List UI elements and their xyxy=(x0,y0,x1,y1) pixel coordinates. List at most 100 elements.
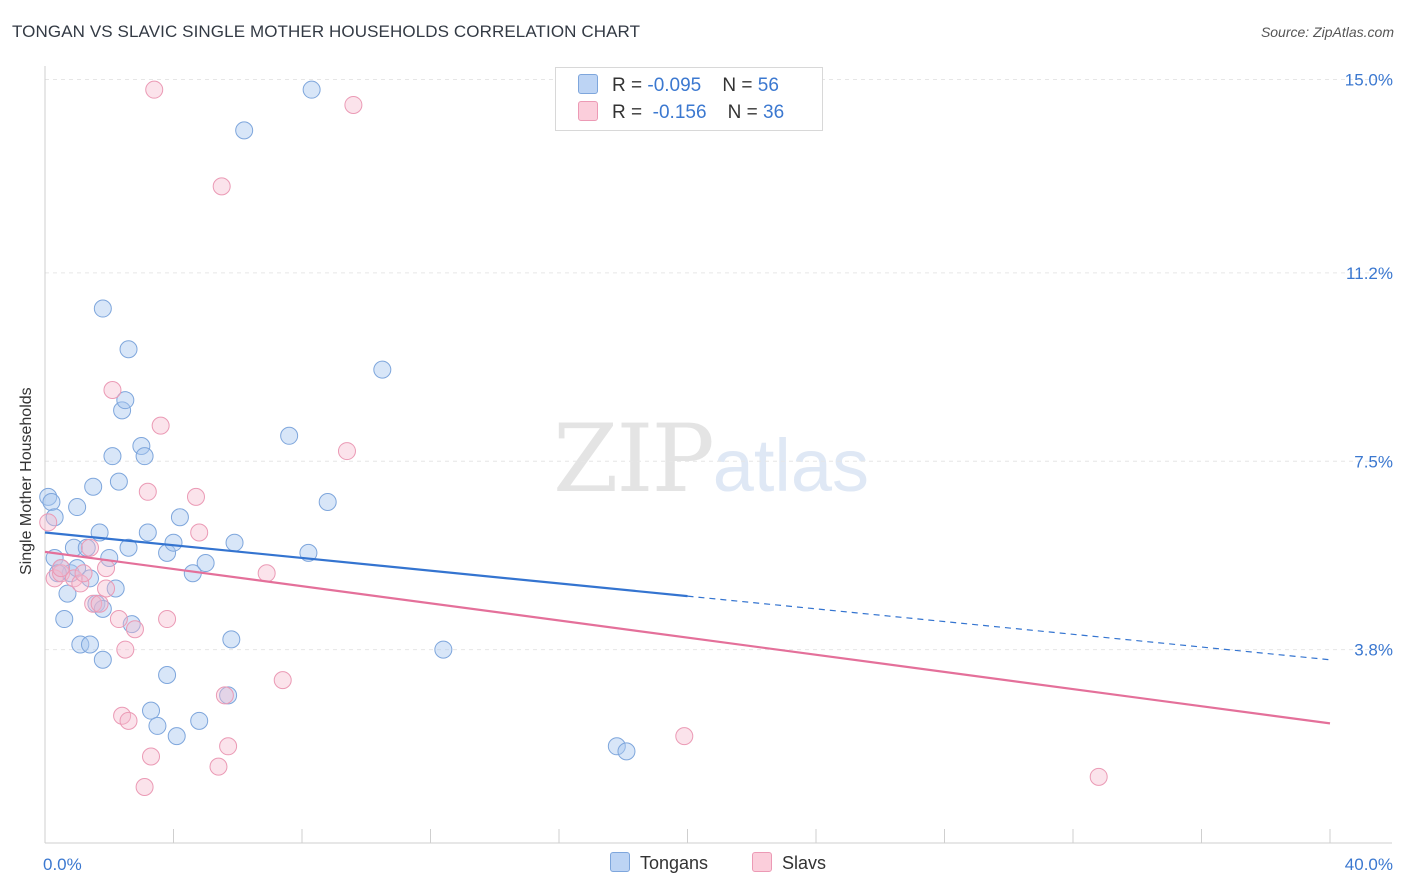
tongans-point xyxy=(235,121,254,140)
tongans-point xyxy=(42,492,61,511)
tongans-point xyxy=(373,360,392,379)
slavs-point xyxy=(71,574,90,593)
tongans-legend-swatch xyxy=(610,852,630,872)
slavs-point xyxy=(186,487,205,506)
legend-row-tongans: R = -0.095 N = 56 xyxy=(578,74,779,100)
tongans-point xyxy=(84,477,103,496)
tongans-point xyxy=(71,635,90,654)
legend-label: Slavs xyxy=(782,853,827,873)
y-tick-label: 15.0% xyxy=(1345,71,1393,90)
tongans-point xyxy=(607,737,626,756)
tongans-point xyxy=(167,727,186,746)
slavs-point xyxy=(90,594,109,613)
slavs-point xyxy=(116,640,135,659)
slavs-point xyxy=(209,757,228,776)
slavs-point xyxy=(337,442,356,461)
slavs-point xyxy=(215,686,234,705)
tongans-point xyxy=(280,426,299,445)
slavs-point xyxy=(80,538,99,557)
tongans-point xyxy=(222,630,241,649)
watermark: ZIPatlas xyxy=(553,405,869,514)
tongans-point xyxy=(68,498,87,517)
tongans-swatch xyxy=(578,74,598,94)
slavs-point xyxy=(675,727,694,746)
r-value: -0.095 xyxy=(647,75,702,96)
tongans-point xyxy=(116,391,135,410)
r-label: R = xyxy=(612,75,648,96)
trend-lines xyxy=(44,531,1331,725)
legend-row-slavs: R = -0.156 N = 36 xyxy=(578,101,784,127)
slavs-point xyxy=(74,564,93,583)
y-axis-label: Single Mother Households xyxy=(18,387,35,575)
slavs-point xyxy=(125,620,144,639)
slavs-point xyxy=(257,564,276,583)
tongans-point xyxy=(93,299,112,318)
correlation-legend: R = -0.095 N = 56 R = -0.156 N = 36 xyxy=(555,67,823,131)
tongans-point xyxy=(93,650,112,669)
source-credit: Source: ZipAtlas.com xyxy=(1260,24,1394,40)
tongans-trend-line xyxy=(44,531,688,598)
n-value: 56 xyxy=(757,75,779,96)
slavs-point xyxy=(97,579,116,598)
n-label: N = xyxy=(727,102,764,123)
slavs-legend-swatch xyxy=(752,852,772,872)
y-tick-label: 11.2% xyxy=(1346,264,1393,283)
slavs-point xyxy=(273,671,292,690)
r-label: R = xyxy=(612,102,648,123)
legend-item-slavs: Slavs xyxy=(752,852,826,874)
tongans-point xyxy=(318,492,337,511)
chart-title: TONGAN VS SLAVIC SINGLE MOTHER HOUSEHOLD… xyxy=(12,22,641,41)
slavs-point xyxy=(190,523,209,542)
tongans-point xyxy=(135,447,154,466)
tongans-point xyxy=(80,635,99,654)
tongans-point xyxy=(109,472,128,491)
r-value: -0.156 xyxy=(652,102,707,123)
tongans-point xyxy=(434,640,453,659)
tongans-point xyxy=(617,742,636,761)
tongans-point xyxy=(103,447,122,466)
slavs-point xyxy=(84,594,103,613)
tongans-point xyxy=(138,523,157,542)
tongans-point xyxy=(196,554,215,573)
tongans-point xyxy=(100,548,119,567)
slavs-trend-line xyxy=(44,550,1331,725)
tongans-trend-extension xyxy=(687,595,1331,661)
slavs-point xyxy=(138,482,157,501)
slavs-point xyxy=(109,610,128,629)
y-tick-label: 3.8% xyxy=(1354,641,1393,660)
tongans-point xyxy=(39,487,58,506)
watermark-zip: ZIP xyxy=(553,405,715,514)
axes xyxy=(44,66,1392,844)
tongans-point xyxy=(158,666,177,685)
tongans-point xyxy=(55,610,74,629)
data-points xyxy=(39,80,1108,797)
slavs-point xyxy=(52,559,71,578)
x-tick-label-min: 0.0% xyxy=(43,855,82,874)
tongans-point xyxy=(142,701,161,720)
slavs-point xyxy=(145,80,164,99)
tongans-point xyxy=(170,508,189,527)
legend-label: Tongans xyxy=(640,853,709,873)
tongans-point xyxy=(225,533,244,552)
tongans-point xyxy=(119,538,138,557)
slavs-swatch xyxy=(578,101,598,121)
slavs-point xyxy=(103,380,122,399)
tongans-point xyxy=(132,436,151,455)
slavs-point xyxy=(212,177,231,196)
y-tick-label: 7.5% xyxy=(1354,452,1393,471)
slavs-point xyxy=(119,711,138,730)
tongans-point xyxy=(148,716,167,735)
legend-item-tongans: Tongans xyxy=(610,852,708,874)
slavs-point xyxy=(97,559,116,578)
n-value: 36 xyxy=(763,102,785,123)
tongans-point xyxy=(302,80,321,99)
tongans-point xyxy=(164,533,183,552)
tongans-point xyxy=(113,401,132,420)
slavs-point xyxy=(39,513,58,532)
tongans-point xyxy=(58,584,77,603)
slavs-point xyxy=(151,416,170,435)
slavs-point xyxy=(344,95,363,114)
slavs-point xyxy=(158,610,177,629)
watermark-atlas: atlas xyxy=(712,424,870,507)
